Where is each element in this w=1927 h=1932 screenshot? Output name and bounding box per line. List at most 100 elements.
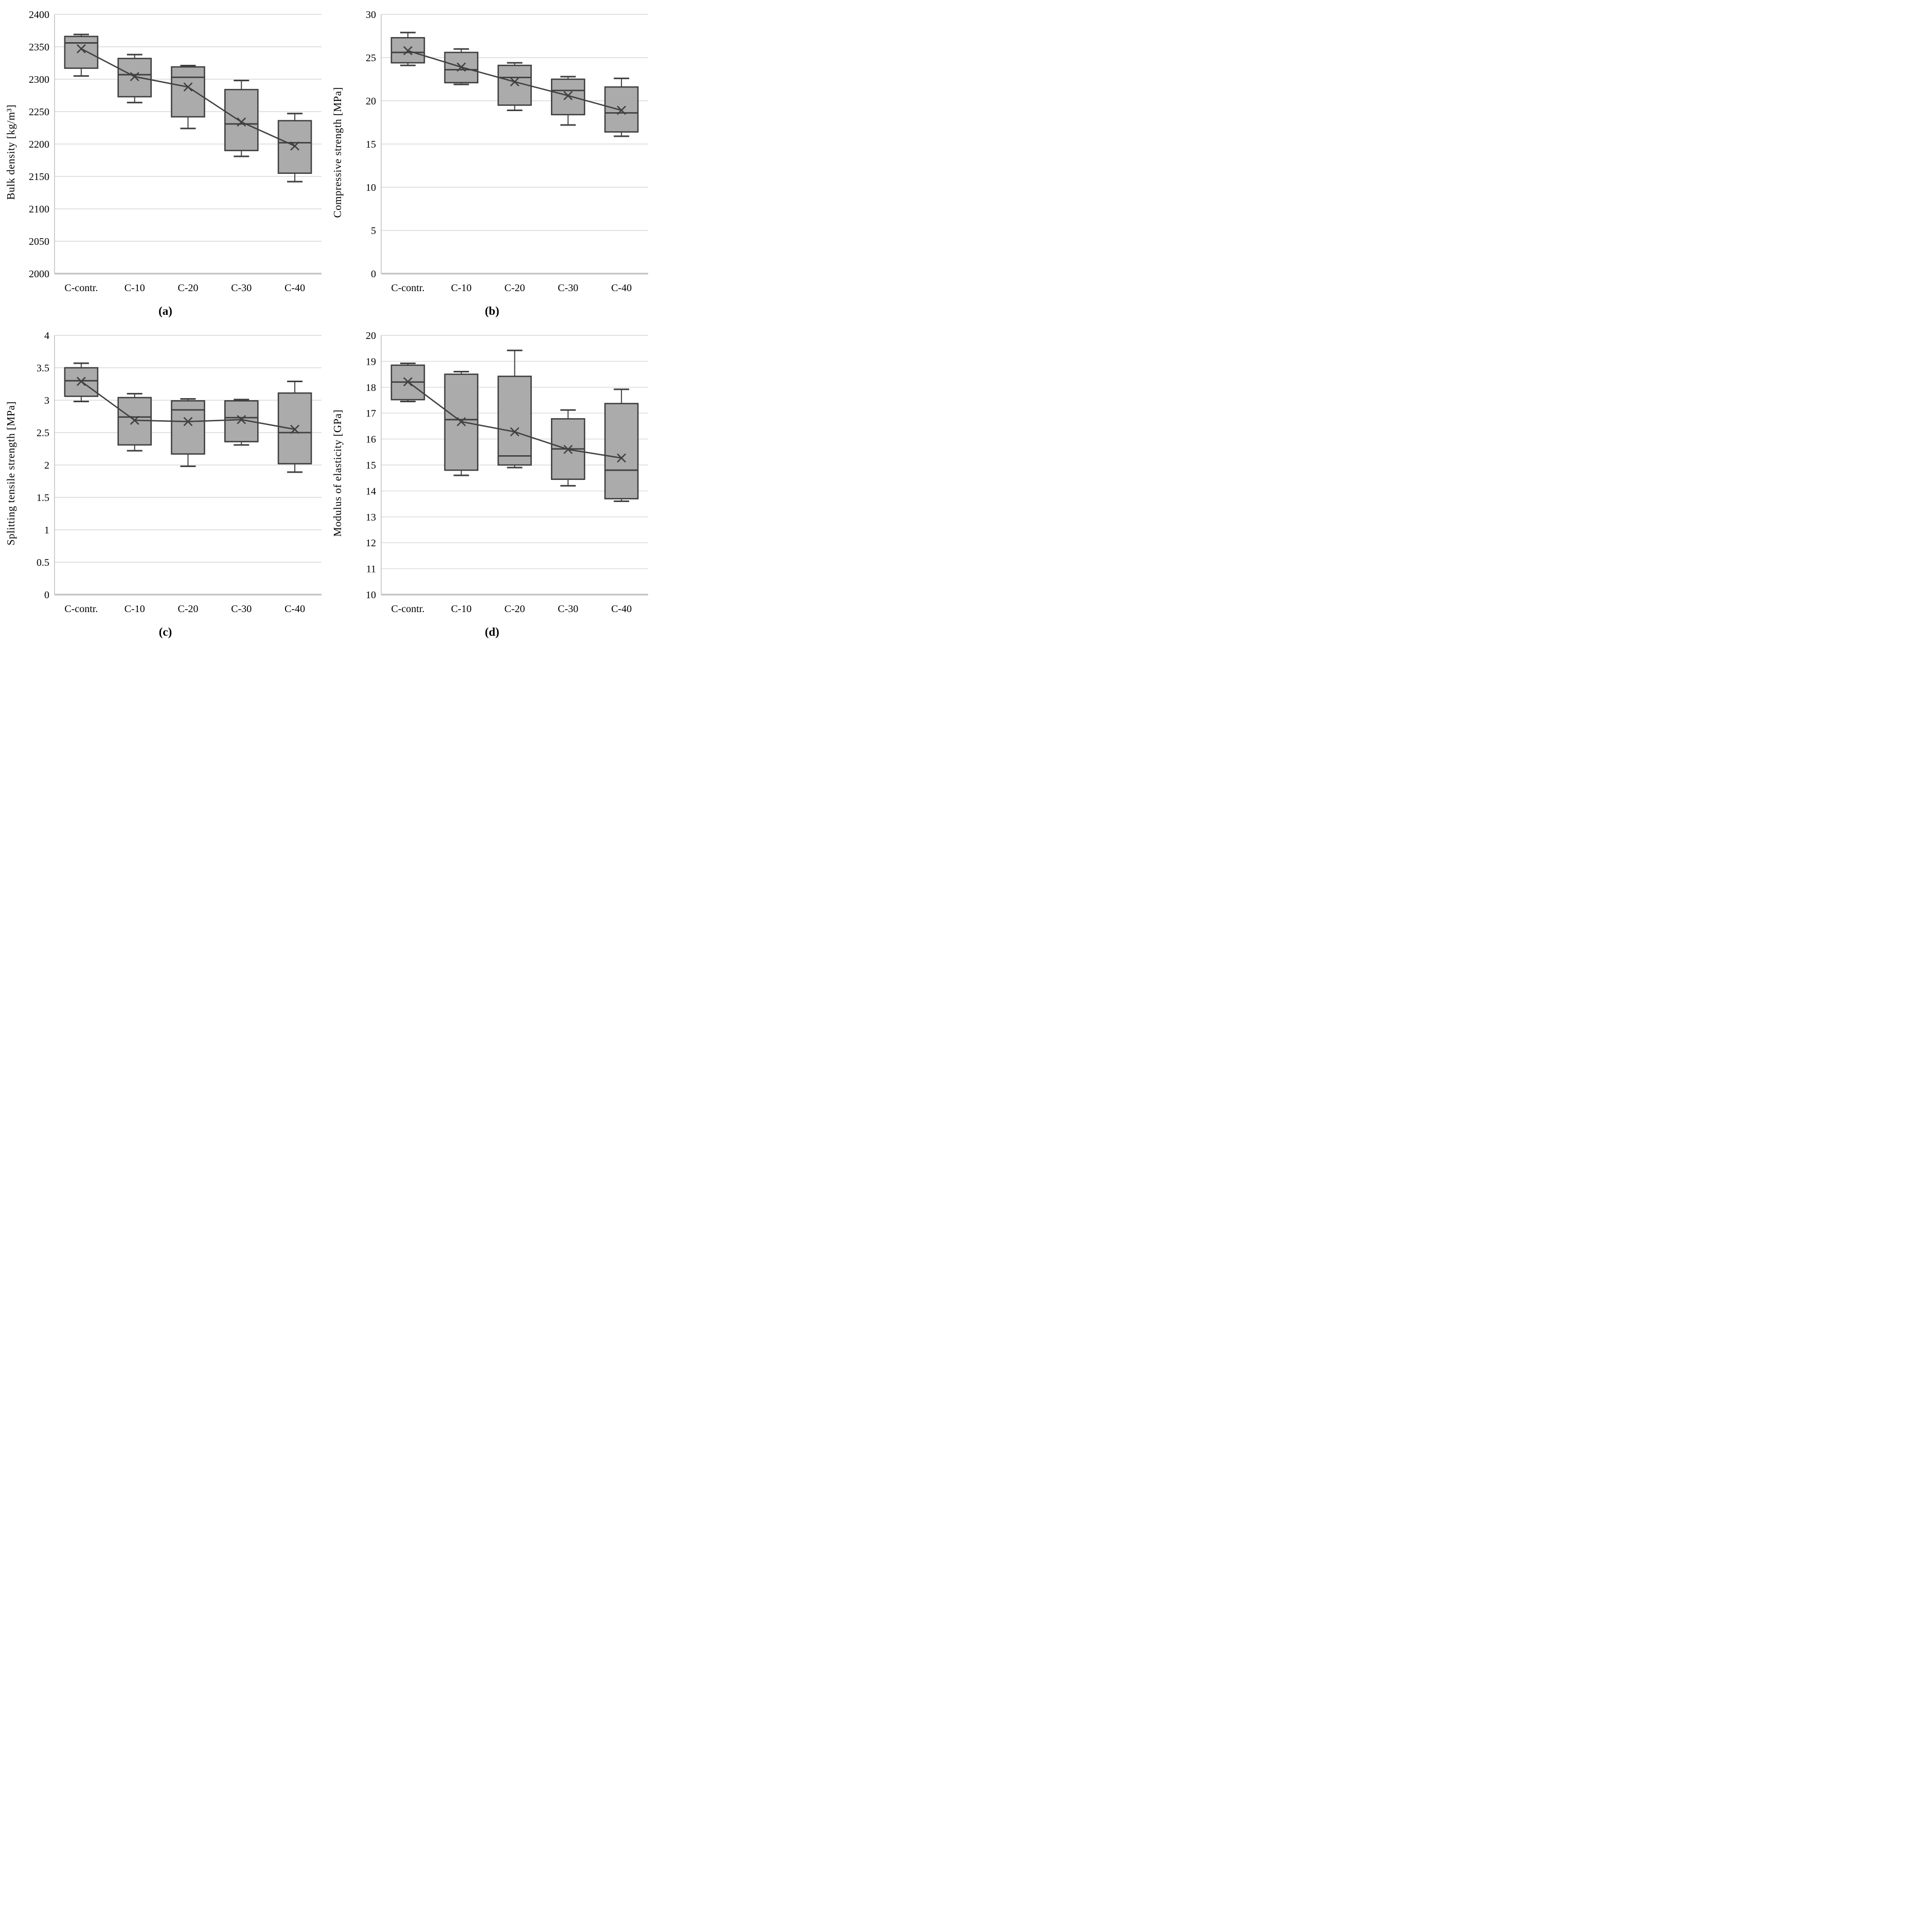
- y-tick-label: 18: [366, 382, 376, 393]
- mean-x-marker: [237, 117, 246, 127]
- y-tick-label: 13: [366, 512, 376, 523]
- category-label: C-10: [124, 282, 145, 294]
- y-tick-label: 20: [366, 330, 376, 342]
- category-label: C-10: [124, 603, 145, 615]
- box-whisker-C-20: [497, 349, 532, 469]
- iqr-box: [444, 51, 478, 84]
- y-tick-label: 2300: [29, 74, 49, 85]
- mean-x-marker: [183, 417, 193, 426]
- panel-d-plot-row: Modulus of elasticity [GPa] 20 19 18 17 16 15…: [329, 326, 655, 620]
- y-tick-label: 5: [371, 225, 376, 237]
- box-whisker-C-40: [277, 113, 312, 183]
- box-whisker-C-20: [497, 62, 532, 111]
- mean-x-marker: [130, 72, 139, 81]
- y-tick-labels: 30 25 20 15 10 5 0: [366, 9, 376, 280]
- category-labels: C-contr. C-10 C-20 C-30 C-40: [391, 603, 632, 615]
- iqr-box: [497, 375, 532, 466]
- boxplot-c: 4 3.5 3 2.5 2 1.5 1 0.5 0 C-contr. C-10 C-20 C-30 C-4…: [37, 330, 322, 615]
- panel-d: Modulus of elasticity [GPa] 20 19 18 17 16 15…: [329, 326, 655, 647]
- category-label: C-30: [558, 282, 578, 294]
- category-label: C-20: [505, 603, 525, 615]
- box-whisker-C-20: [171, 398, 205, 468]
- iqr-box: [171, 66, 205, 118]
- y-tick-label: 25: [366, 52, 376, 64]
- mean-x-marker: [563, 444, 573, 454]
- iqr-box: [117, 397, 152, 446]
- mean-x-marker: [617, 105, 627, 115]
- mean-x-marker: [403, 377, 413, 387]
- y-tick-label: 1.5: [37, 492, 49, 504]
- iqr-box: [550, 78, 585, 116]
- box-whisker-C-40: [604, 388, 639, 503]
- y-tick-label: 0: [371, 269, 376, 280]
- mean-x-marker: [510, 427, 520, 437]
- category-label: C-contr.: [64, 282, 98, 294]
- category-label: C-contr.: [391, 603, 424, 615]
- mean-x-marker: [563, 91, 573, 100]
- axes: [381, 335, 648, 596]
- panels-grid: Bulk density [kg/m³] 2400 2350 2300 2250 220…: [2, 5, 651, 647]
- y-tick-label: 10: [366, 182, 376, 193]
- mean-markers: [403, 377, 627, 463]
- iqr-box: [277, 392, 312, 464]
- box-whisker-C-contr.: [64, 362, 99, 403]
- panel-a: Bulk density [kg/m³] 2400 2350 2300 2250 220…: [2, 5, 329, 326]
- panel-d-caption: (d): [485, 625, 499, 638]
- mean-x-marker: [76, 377, 86, 386]
- y-tick-label: 15: [366, 139, 376, 150]
- category-label: C-10: [451, 282, 472, 294]
- box-whisker-C-10: [117, 53, 152, 103]
- mean-x-marker: [456, 62, 466, 72]
- box-whisker-C-40: [277, 380, 312, 473]
- mean-x-marker: [183, 82, 193, 92]
- category-label: C-10: [451, 603, 472, 615]
- category-label: C-40: [284, 282, 305, 294]
- category-label: C-20: [178, 603, 199, 615]
- y-tick-label: 15: [366, 460, 376, 471]
- y-tick-label: 14: [366, 486, 376, 497]
- y-tick-label: 2400: [29, 9, 49, 21]
- gridlines: [381, 14, 648, 231]
- y-tick-label: 17: [366, 408, 376, 419]
- iqr-box: [117, 58, 152, 98]
- axes: [381, 14, 648, 275]
- y-tick-label: 0: [44, 589, 49, 601]
- box-whisker-C-contr.: [390, 31, 425, 66]
- y-tick-label: 2.5: [37, 427, 49, 439]
- mean-x-marker: [617, 453, 627, 463]
- y-tick-labels: 4 3.5 3 2.5 2 1.5 1 0.5 0: [37, 330, 49, 601]
- panel-c-y-axis-title: Splitting tensile strength [MPa]: [5, 401, 17, 546]
- mean-x-marker: [456, 417, 466, 426]
- y-tick-label: 1: [44, 525, 49, 536]
- panel-a-caption: (a): [158, 305, 172, 317]
- mean-x-marker: [130, 416, 139, 425]
- y-tick-label: 2000: [29, 269, 49, 280]
- y-tick-label: 2100: [29, 204, 49, 215]
- mean-x-marker: [510, 77, 520, 86]
- y-tick-labels: 2400 2350 2300 2250 2200 2150 2100 2050 2000: [29, 9, 49, 280]
- y-tick-labels: 20 19 18 17 16 15 14 13 12 11 10: [366, 330, 376, 601]
- y-tick-label: 30: [366, 9, 376, 21]
- boxplot-b: 30 25 20 15 10 5 0 C-contr. C-10 C-20 C-30 C-40: [366, 9, 648, 294]
- mean-x-marker: [76, 44, 86, 53]
- y-tick-label: 2150: [29, 171, 49, 183]
- panel-c-plot-row: Splitting tensile strength [MPa] 4 3.5 3 2.…: [2, 326, 329, 620]
- y-tick-label: 2: [44, 460, 49, 471]
- iqr-box: [171, 400, 205, 455]
- y-tick-label: 3: [44, 395, 49, 406]
- y-tick-label: 2200: [29, 139, 49, 150]
- axes: [54, 335, 322, 596]
- category-label: C-30: [231, 282, 252, 294]
- category-label: C-40: [611, 603, 632, 615]
- panel-b-y-axis-title: Compressive strength [MPa]: [331, 86, 344, 218]
- mean-x-marker: [237, 415, 246, 424]
- box-whisker-C-10: [444, 48, 478, 85]
- iqr-box: [224, 88, 259, 151]
- iqr-box: [497, 64, 532, 106]
- box-whisker-C-10: [117, 392, 152, 452]
- y-tick-label: 10: [366, 589, 376, 601]
- mean-x-marker: [290, 141, 300, 151]
- panel-c-caption: (c): [158, 625, 172, 638]
- category-label: C-20: [178, 282, 199, 294]
- mean-markers: [76, 44, 300, 151]
